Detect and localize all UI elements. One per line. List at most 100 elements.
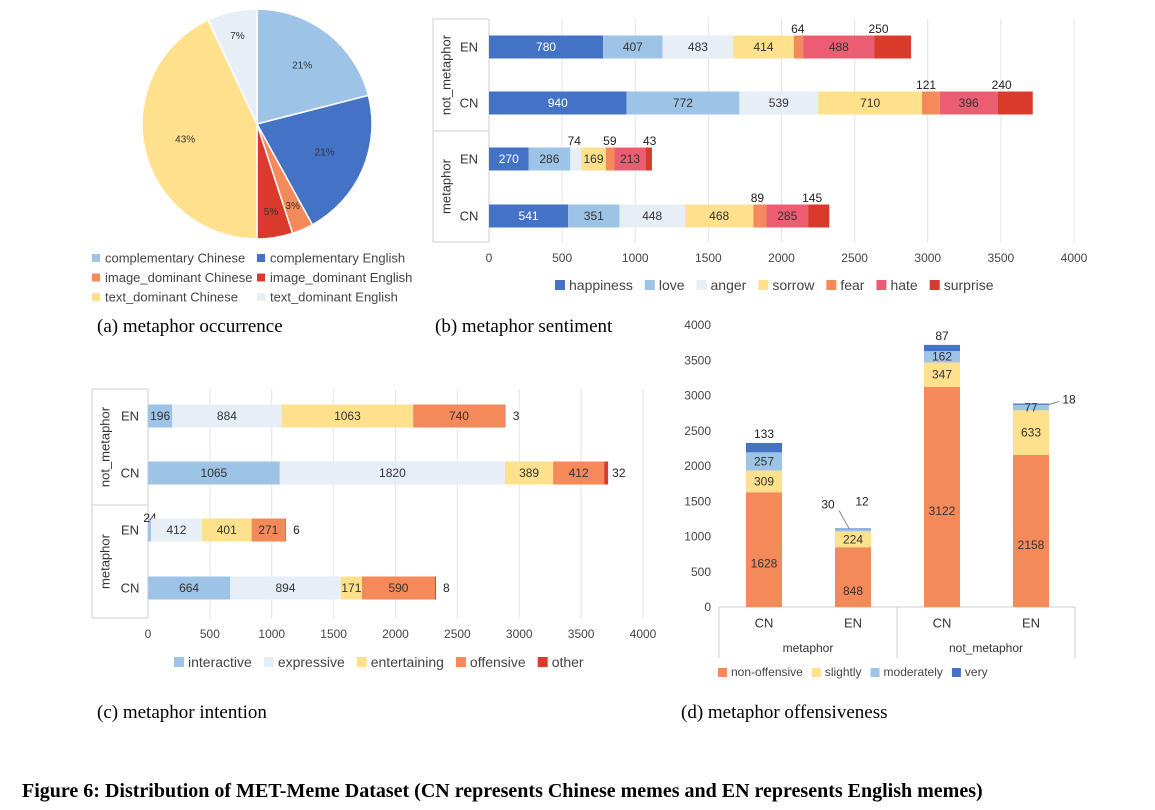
- bar-segment: [739, 91, 819, 115]
- x-tick-label: 2000: [382, 627, 409, 641]
- x-tick-label: 0: [486, 251, 493, 265]
- bar-segment: [626, 91, 740, 115]
- bar-segment: [645, 147, 652, 171]
- legend-label: other: [552, 654, 584, 670]
- bar-segment: [553, 461, 605, 485]
- data-label: 196: [150, 409, 170, 423]
- category-label: EN: [1022, 616, 1040, 631]
- bar-segment: [434, 576, 436, 600]
- data-label: 3: [513, 409, 520, 423]
- bar-segment: [570, 147, 582, 171]
- legend-swatch: [876, 280, 887, 290]
- bar-segment: [924, 362, 960, 387]
- bar-segment: [746, 492, 782, 607]
- chart-offensiveness: 0 500 1000 1500 2000 2500 3000 3500 4000 CN EN CN EN…: [684, 318, 1076, 679]
- bar-segment: [504, 404, 506, 428]
- legend-swatch: [826, 280, 837, 290]
- pie-slice: [141, 18, 258, 240]
- data-label: 483: [688, 40, 708, 54]
- data-label: 121: [916, 78, 936, 92]
- data-label: 412: [166, 523, 186, 537]
- data-label: 590: [388, 581, 408, 595]
- data-label: 89: [751, 191, 765, 205]
- category-label: EN: [121, 409, 139, 424]
- x-tick-label: 3500: [988, 251, 1015, 265]
- data-label: 270: [499, 152, 519, 166]
- data-label: 389: [519, 466, 539, 480]
- data-label: 710: [860, 96, 880, 110]
- chart-intention: 0 500 1000 1500 2000 2500 3000 3500 4000 not_meta…: [91, 388, 657, 670]
- bar-segment: [835, 529, 871, 532]
- leader-line: [1048, 401, 1060, 406]
- bar-segment: [603, 35, 663, 59]
- legend-label: offensive: [470, 654, 526, 670]
- data-label: 8: [443, 581, 450, 595]
- data-label: 940: [548, 96, 568, 110]
- category-label: CN: [933, 616, 952, 631]
- legend-label: anger: [711, 277, 747, 293]
- data-label: 162: [932, 350, 952, 364]
- bar-segment: [924, 351, 960, 363]
- data-label: 59: [603, 134, 617, 148]
- slice-label: 7%: [230, 31, 245, 42]
- leader-line: [838, 510, 850, 529]
- slice-label: 21%: [315, 148, 335, 159]
- data-label: 2158: [1018, 538, 1045, 552]
- pie-chart-occurrence: 21% 21% 3% 5% 43% 7%: [141, 8, 373, 240]
- legend-swatch: [644, 280, 655, 290]
- bar-segment: [808, 204, 830, 228]
- bar-segment: [746, 470, 782, 493]
- group-label: not_metaphor: [949, 641, 1023, 655]
- bar-segment: [922, 91, 940, 115]
- bar-segment: [662, 35, 734, 59]
- legend-swatch: [263, 657, 274, 667]
- bar-segment: [172, 404, 282, 428]
- bar-segment: [413, 404, 505, 428]
- data-label: 3122: [929, 504, 956, 518]
- legend-swatch: [257, 254, 265, 262]
- caption-c: (c) metaphor intention: [97, 702, 267, 723]
- data-label: 171: [341, 581, 361, 595]
- data-label: 74: [568, 134, 582, 148]
- bar-segment: [1013, 404, 1049, 411]
- data-label: 30: [821, 497, 835, 511]
- data-label: 64: [791, 22, 805, 36]
- x-tick-label: 500: [552, 251, 572, 265]
- legend-swatch: [257, 273, 265, 282]
- legend-swatch: [537, 657, 548, 667]
- data-label: 664: [179, 581, 199, 595]
- legend-label: interactive: [188, 654, 252, 670]
- figure-caption: Figure 6: Distribution of MET-Meme Datas…: [22, 780, 983, 802]
- legend-swatch: [92, 254, 100, 262]
- data-label: 488: [829, 40, 849, 54]
- data-label: 884: [217, 409, 237, 423]
- legend-label: sorrow: [772, 277, 815, 293]
- x-tick-label: 3000: [506, 627, 533, 641]
- x-tick-label: 1500: [320, 627, 347, 641]
- bar-segment: [684, 204, 754, 228]
- bar-segment: [766, 204, 809, 228]
- data-label: 169: [583, 152, 603, 166]
- data-label: 401: [217, 523, 237, 537]
- bar-segment: [619, 204, 685, 228]
- data-label: 412: [569, 466, 589, 480]
- pie-legend: complementary Chinese complementary Engli…: [92, 251, 412, 305]
- legend-label: image_dominant Chinese: [105, 270, 252, 285]
- category-label: CN: [460, 96, 479, 111]
- y-tick-label: 500: [691, 565, 711, 579]
- data-label: 347: [932, 368, 952, 382]
- legend-label: entertaining: [371, 654, 444, 670]
- bar-segment: [746, 442, 782, 453]
- legend-label: complementary Chinese: [105, 251, 245, 266]
- bar-segment: [148, 461, 280, 485]
- bar-segment: [835, 531, 871, 548]
- y-tick-label: 2000: [684, 459, 711, 473]
- legend-swatch: [356, 657, 367, 667]
- x-tick-label: 4000: [630, 627, 657, 641]
- category-label: EN: [844, 616, 862, 631]
- bar-segment: [924, 386, 960, 607]
- data-label: 224: [843, 532, 863, 546]
- bar-segment: [1013, 403, 1049, 405]
- bar-segment: [361, 576, 435, 600]
- data-label: 407: [623, 40, 643, 54]
